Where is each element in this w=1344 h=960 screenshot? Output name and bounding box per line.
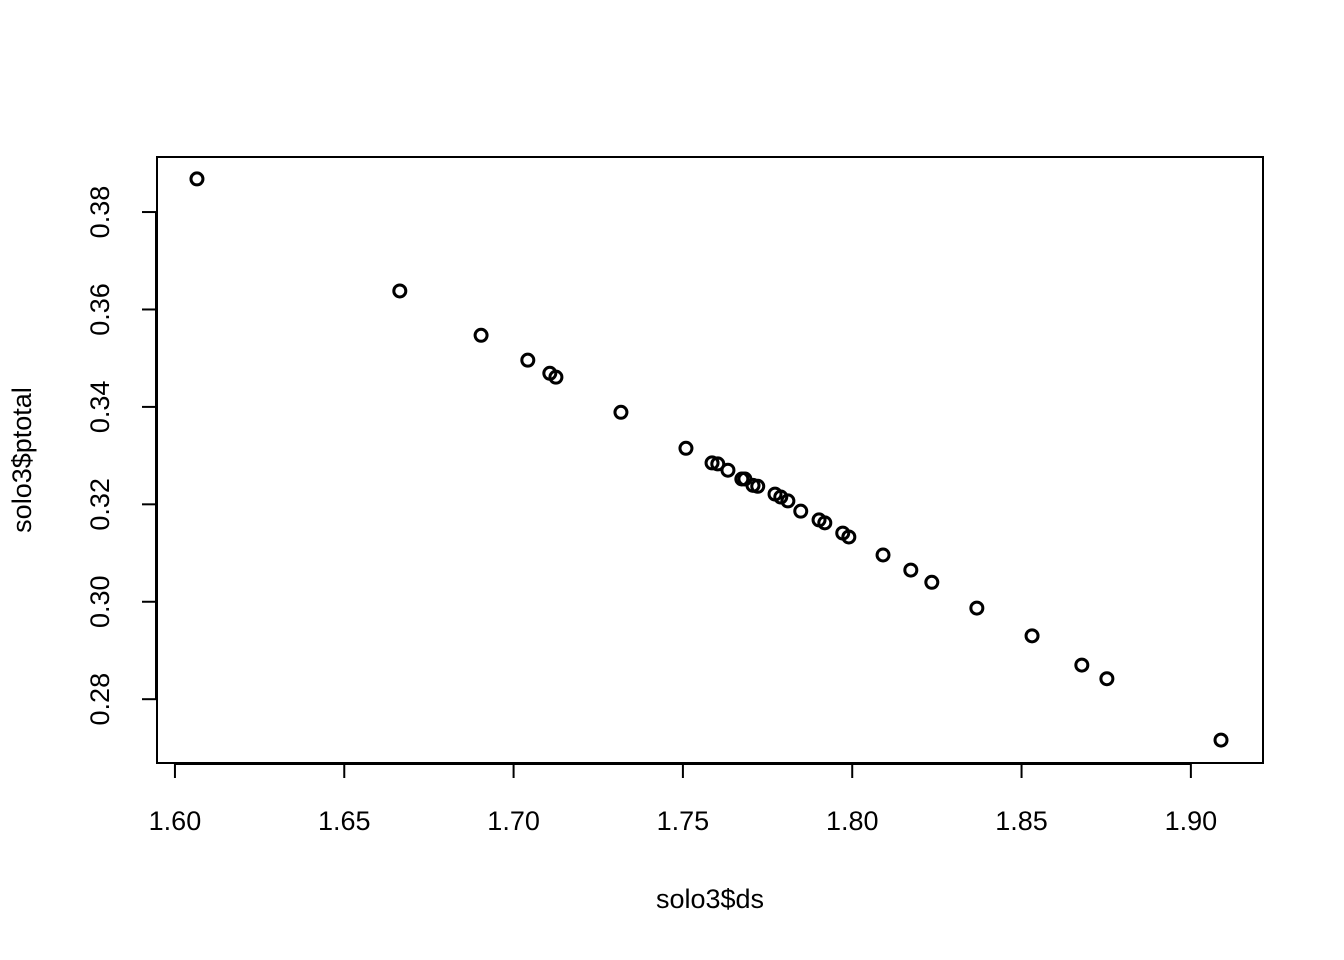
point (392, 283, 408, 299)
point (875, 547, 891, 563)
x-tick-label: 1.80 (826, 806, 879, 836)
x-tick-label: 1.85 (995, 806, 1048, 836)
point (841, 529, 857, 545)
y-tick-label: 0.36 (85, 283, 115, 336)
y-tick-label: 0.28 (85, 673, 115, 726)
point (903, 562, 919, 578)
plot-box (156, 156, 1264, 764)
x-tick-label: 1.60 (149, 806, 202, 836)
point (473, 327, 489, 343)
point (969, 600, 985, 616)
x-tick-label: 1.65 (318, 806, 371, 836)
y-tick-label: 0.32 (85, 478, 115, 531)
point (189, 171, 205, 187)
point (750, 478, 766, 494)
x-tick-label: 1.90 (1165, 806, 1218, 836)
point (1074, 657, 1090, 673)
point (548, 369, 564, 385)
y-tick-label: 0.30 (85, 575, 115, 628)
point (780, 493, 796, 509)
point (710, 456, 726, 472)
x-axis-label: solo3$ds (656, 884, 764, 914)
y-axis-label: solo3$ptotal (7, 387, 37, 533)
point (704, 455, 720, 471)
point (1213, 732, 1229, 748)
y-tick-label: 0.38 (85, 186, 115, 239)
point (1024, 628, 1040, 644)
x-tick-label: 1.70 (487, 806, 540, 836)
point (1099, 671, 1115, 687)
point (793, 503, 809, 519)
point (520, 352, 536, 368)
point (720, 462, 736, 478)
y-tick-label: 0.34 (85, 381, 115, 434)
point (924, 574, 940, 590)
point (817, 515, 833, 531)
point (613, 404, 629, 420)
point (678, 440, 694, 456)
x-tick-label: 1.75 (657, 806, 710, 836)
